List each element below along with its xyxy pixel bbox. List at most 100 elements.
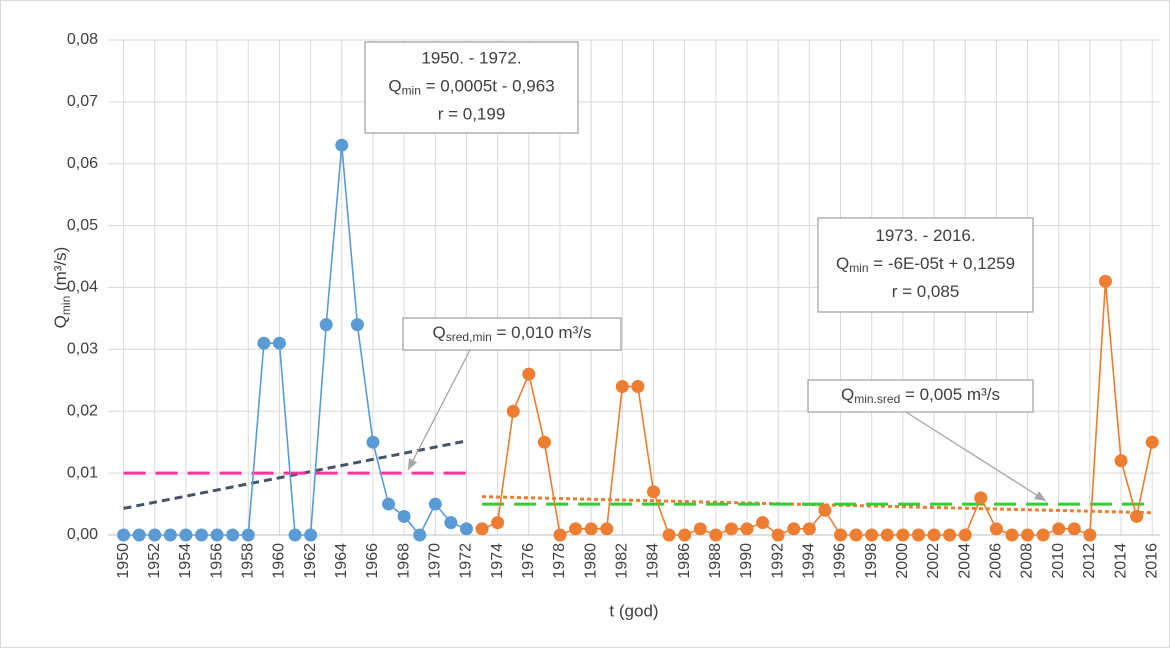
- data-point: [459, 522, 473, 536]
- arrow: [897, 406, 1047, 502]
- annotation-text: Qmin.sred = 0,005 m³/s: [841, 385, 1000, 406]
- data-point: [709, 528, 723, 542]
- data-point: [943, 528, 957, 542]
- annotation-text: Qmin = -6E-05t + 0,1259: [836, 254, 1015, 275]
- data-point: [802, 522, 816, 536]
- x-tick-label: 1974: [489, 543, 506, 579]
- x-tick-label: 2000: [894, 543, 911, 579]
- x-tick-label: 1966: [364, 543, 381, 579]
- data-point: [1036, 528, 1050, 542]
- data-point: [1098, 274, 1112, 288]
- annotation-part: r = 0,199: [438, 105, 506, 124]
- data-point: [148, 528, 162, 542]
- x-tick-label: 1990: [738, 543, 755, 579]
- x-tick-label: 1982: [614, 543, 631, 579]
- x-axis-label: t (god): [609, 601, 658, 620]
- annotation-part: = 0,010 m³/s: [492, 323, 592, 342]
- data-point: [880, 528, 894, 542]
- x-tick-label: 1998: [863, 543, 880, 579]
- data-point: [319, 318, 333, 332]
- x-tick-label: 1962: [302, 543, 319, 579]
- annotation-part: 1950. - 1972.: [421, 49, 521, 68]
- data-point: [662, 528, 676, 542]
- data-point: [569, 522, 583, 536]
- data-point: [397, 509, 411, 523]
- y-axis-label: Qmin (m³/s): [51, 247, 73, 329]
- x-tick-label: 1992: [769, 543, 786, 579]
- annotation-part: = 0,005 m³/s: [900, 385, 1000, 404]
- y-tick-label: 0,05: [67, 217, 98, 234]
- annotation-part: sred,min: [446, 330, 492, 344]
- data-point: [366, 435, 380, 449]
- x-tick-label: 1972: [458, 543, 475, 579]
- data-point: [1052, 522, 1066, 536]
- x-tick-label: 1964: [333, 543, 350, 579]
- data-point: [678, 528, 692, 542]
- data-point: [163, 528, 177, 542]
- data-point: [896, 528, 910, 542]
- data-point: [506, 404, 520, 418]
- x-tick-label: 1988: [707, 543, 724, 579]
- data-point: [974, 491, 988, 505]
- x-tick-label: 2010: [1050, 543, 1067, 579]
- y-tick-label: 0,01: [67, 464, 98, 481]
- x-tick-label: 1950: [115, 543, 132, 579]
- annotation-part: Q: [841, 385, 854, 404]
- data-point: [724, 522, 738, 536]
- data-point: [756, 516, 770, 530]
- data-point: [834, 528, 848, 542]
- data-point: [631, 380, 645, 393]
- data-point: [989, 522, 1003, 536]
- x-tick-label: 2012: [1081, 543, 1098, 579]
- x-tick-label: 1984: [645, 543, 662, 579]
- data-point: [1005, 528, 1019, 542]
- annotation-part: Q: [433, 323, 446, 342]
- annotation-text: Qsred,min = 0,010 m³/s: [433, 323, 592, 344]
- x-tick-label: 2004: [956, 543, 973, 579]
- data-point: [428, 497, 442, 511]
- annotation-part: 1973. - 2016.: [875, 226, 975, 245]
- y-tick-label: 0,07: [67, 93, 98, 110]
- data-point: [1145, 435, 1159, 449]
- x-tick-label: 1978: [551, 543, 568, 579]
- data-point: [522, 367, 536, 381]
- annotation-part: = -6E-05t + 0,1259: [869, 254, 1016, 273]
- data-point: [1083, 528, 1097, 542]
- data-point: [117, 528, 131, 542]
- x-tick-label: 2016: [1143, 543, 1160, 579]
- annotation-box: [364, 41, 579, 134]
- x-tick-label: 1968: [395, 543, 412, 579]
- data-point: [1114, 454, 1128, 468]
- data-point: [132, 528, 146, 542]
- annotation-part: Q: [836, 254, 849, 273]
- x-tick-label: 1958: [239, 543, 256, 579]
- data-point: [288, 528, 302, 542]
- data-point: [241, 528, 255, 542]
- x-tick-label: 2008: [1019, 543, 1036, 579]
- data-point: [740, 522, 754, 536]
- data-point: [257, 336, 271, 350]
- y-tick-label: 0,02: [67, 402, 98, 419]
- x-tick-label: 1970: [427, 543, 444, 579]
- marks: [117, 138, 1159, 542]
- data-point: [475, 522, 489, 536]
- data-point: [927, 528, 941, 542]
- y-tick-label: 0,00: [67, 526, 98, 543]
- x-tick-label: 1994: [801, 543, 818, 579]
- y-axis-label-part: (m³/s): [51, 247, 70, 296]
- y-axis-label-part: min: [59, 296, 73, 315]
- data-point: [537, 435, 551, 449]
- annotation-text: r = 0,085: [892, 282, 960, 301]
- data-point: [958, 528, 972, 542]
- x-tick-label: 2014: [1112, 543, 1129, 579]
- data-point: [1021, 528, 1035, 542]
- x-tick-label: 1954: [177, 543, 194, 579]
- annotation-box: [807, 379, 1034, 413]
- data-point: [1130, 509, 1144, 523]
- x-tick-label: 1996: [832, 543, 849, 579]
- data-point: [210, 528, 224, 542]
- data-point: [787, 522, 801, 536]
- x-tick-label: 1952: [146, 543, 163, 579]
- data-point: [584, 522, 598, 536]
- arrow-head: [408, 458, 418, 470]
